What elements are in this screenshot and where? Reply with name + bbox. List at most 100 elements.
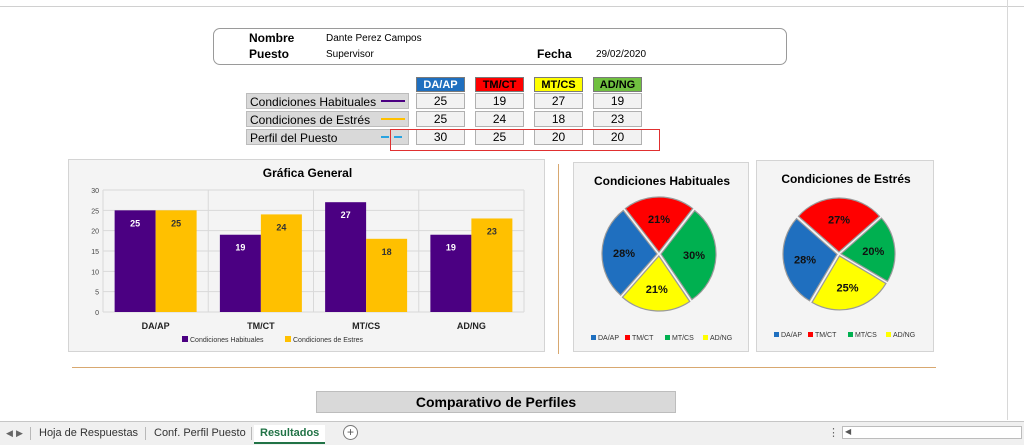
legend-swatch <box>808 332 813 337</box>
formula-bar-edge <box>0 0 1024 7</box>
tab-hoja-de-respuestas[interactable]: Hoja de Respuestas <box>39 427 139 439</box>
bar-habituales-ad-ng[interactable] <box>430 234 472 312</box>
cell-estres-da-ap[interactable]: 25 <box>416 111 465 127</box>
employee-info-box: Nombre Dante Perez Campos Puesto Supervi… <box>213 28 787 65</box>
cell-estres-mt-cs[interactable]: 18 <box>534 111 583 127</box>
bar-estres-ad-ng[interactable] <box>471 218 513 312</box>
pie-slice-tm-ct[interactable] <box>624 196 694 253</box>
section-title-comparativo[interactable]: Comparativo de Perfiles <box>316 391 676 413</box>
tab-nav-right-icon[interactable]: ▶ <box>16 428 23 438</box>
chart-estres-title: Condiciones de Estrés <box>781 172 911 186</box>
pie-data-label: 21% <box>648 214 670 226</box>
pie-estres-svg: 27% 20% 25% 28% DA/AP TM/CT MT/CS AD/NG <box>774 197 915 339</box>
pie-slice-tm-ct[interactable] <box>797 197 881 253</box>
pie-data-label: 28% <box>613 248 635 260</box>
puesto-label: Puesto <box>249 47 290 61</box>
pie-data-label: 28% <box>794 254 816 266</box>
pie-slice-mt-cs[interactable] <box>660 209 717 301</box>
bar-data-label: 27 <box>341 210 351 220</box>
bar-data-label: 19 <box>235 243 245 253</box>
pie-slice-da-ap[interactable] <box>782 217 838 302</box>
legend-line-habituales <box>381 100 405 102</box>
header-ad-ng[interactable]: AD/NG <box>593 77 642 92</box>
scroll-left-icon[interactable]: ◀ <box>845 427 852 436</box>
cell-habituales-ad-ng[interactable]: 19 <box>593 93 642 109</box>
legend-swatch <box>182 336 188 342</box>
chart-habituales-panel[interactable]: Condiciones Habituales 21% 30% 21% 28% DA/AP… <box>573 162 749 352</box>
bar-estres-mt-cs[interactable] <box>366 238 408 312</box>
cell-estres-tm-ct[interactable]: 24 <box>475 111 524 127</box>
legend-swatch <box>285 336 291 342</box>
sheet-edge <box>1007 0 1008 420</box>
header-mt-cs[interactable]: MT/CS <box>534 77 583 92</box>
legend-dash-perfil-2 <box>394 136 402 138</box>
header-tm-ct[interactable]: TM/CT <box>475 77 524 92</box>
legend-label: DA/AP <box>598 335 619 342</box>
tab-conf-perfil-puesto[interactable]: Conf. Perfil Puesto <box>154 427 246 439</box>
row-label-estres[interactable]: Condiciones de Estrés <box>246 111 409 127</box>
more-options-icon[interactable]: ⋮ <box>828 427 839 439</box>
x-category-label: DA/AP <box>142 321 170 331</box>
legend-label: TM/CT <box>632 335 654 342</box>
chart-habituales-title: Condiciones Habituales <box>593 174 731 188</box>
bar-data-label: 25 <box>171 218 181 228</box>
legend-label: TM/CT <box>815 332 837 339</box>
y-tick-label: 15 <box>91 249 99 256</box>
legend-label: AD/NG <box>710 335 732 342</box>
bar-estres-tm-ct[interactable] <box>260 214 302 312</box>
bar-habituales-tm-ct[interactable] <box>219 234 261 312</box>
legend-swatch <box>625 335 630 340</box>
cell-estres-ad-ng[interactable]: 23 <box>593 111 642 127</box>
pie-slice-ad-ng[interactable] <box>621 255 691 312</box>
y-tick-label: 25 <box>91 208 99 215</box>
row-label-perfil[interactable]: Perfil del Puesto <box>246 129 409 145</box>
x-category-label: TM/CT <box>247 321 275 331</box>
bar-chart-svg: 0 5 10 15 20 25 30 25 25 DA/AP 19 24 TM/CT 27 18 MT/CS 1… <box>91 188 525 344</box>
pie-slice-da-ap[interactable] <box>601 209 658 297</box>
legend-swatch <box>886 332 891 337</box>
chart-estres-panel[interactable]: Condiciones de Estrés 27% 20% 25% 28% DA/AP T… <box>756 160 934 352</box>
legend-swatch <box>591 335 596 340</box>
add-sheet-button[interactable]: + <box>343 425 358 440</box>
x-category-label: MT/CS <box>352 321 380 331</box>
fecha-label: Fecha <box>537 47 572 61</box>
tab-nav-left-icon[interactable]: ◀ <box>6 428 13 438</box>
horizontal-scrollbar[interactable]: ◀ <box>842 426 1022 439</box>
tab-resultados[interactable]: Resultados <box>254 425 326 444</box>
y-tick-label: 10 <box>91 269 99 276</box>
y-tick-label: 30 <box>91 188 99 195</box>
x-category-label: AD/NG <box>457 321 486 331</box>
nombre-value[interactable]: Dante Perez Campos <box>326 33 422 44</box>
sheet-tab-bar: ◀ ▶ Hoja de Respuestas Conf. Perfil Pues… <box>0 421 1024 445</box>
y-tick-label: 20 <box>91 229 99 236</box>
bar-data-label: 25 <box>130 218 140 228</box>
selection-highlight-box[interactable] <box>390 129 660 151</box>
legend-label: MT/CS <box>672 335 694 342</box>
tab-separator <box>251 427 252 440</box>
pie-slice-mt-cs[interactable] <box>839 217 896 283</box>
fecha-value[interactable]: 29/02/2020 <box>596 49 647 60</box>
cell-habituales-mt-cs[interactable]: 27 <box>534 93 583 109</box>
pie-data-label: 27% <box>828 215 850 227</box>
cell-habituales-da-ap[interactable]: 25 <box>416 93 465 109</box>
cell-perfil-mt-cs[interactable]: 20 <box>534 129 583 145</box>
bar-estres-da-ap[interactable] <box>155 210 197 312</box>
bar-data-label: 23 <box>487 226 497 236</box>
bar-habituales-da-ap[interactable] <box>114 210 156 312</box>
pie-data-label: 21% <box>646 284 668 296</box>
legend-label: MT/CS <box>855 332 877 339</box>
chart-general-panel[interactable]: Gráfica General 0 5 10 15 20 25 30 25 25 DA/AP 19 2… <box>68 159 545 352</box>
pie-slice-ad-ng[interactable] <box>811 255 887 311</box>
cell-habituales-tm-ct[interactable]: 19 <box>475 93 524 109</box>
legend-label: DA/AP <box>781 332 802 339</box>
y-tick-label: 5 <box>95 290 99 297</box>
pie-data-label: 20% <box>862 246 884 258</box>
legend-line-estres <box>381 118 405 120</box>
row-label-habituales[interactable]: Condiciones Habituales <box>246 93 409 109</box>
bar-habituales-mt-cs[interactable] <box>325 202 367 312</box>
tab-separator <box>30 427 31 440</box>
header-da-ap[interactable]: DA/AP <box>416 77 465 92</box>
legend-label: Condiciones de Estres <box>293 337 364 344</box>
cell-perfil-tm-ct[interactable]: 25 <box>475 129 524 145</box>
puesto-value[interactable]: Supervisor <box>326 49 374 60</box>
